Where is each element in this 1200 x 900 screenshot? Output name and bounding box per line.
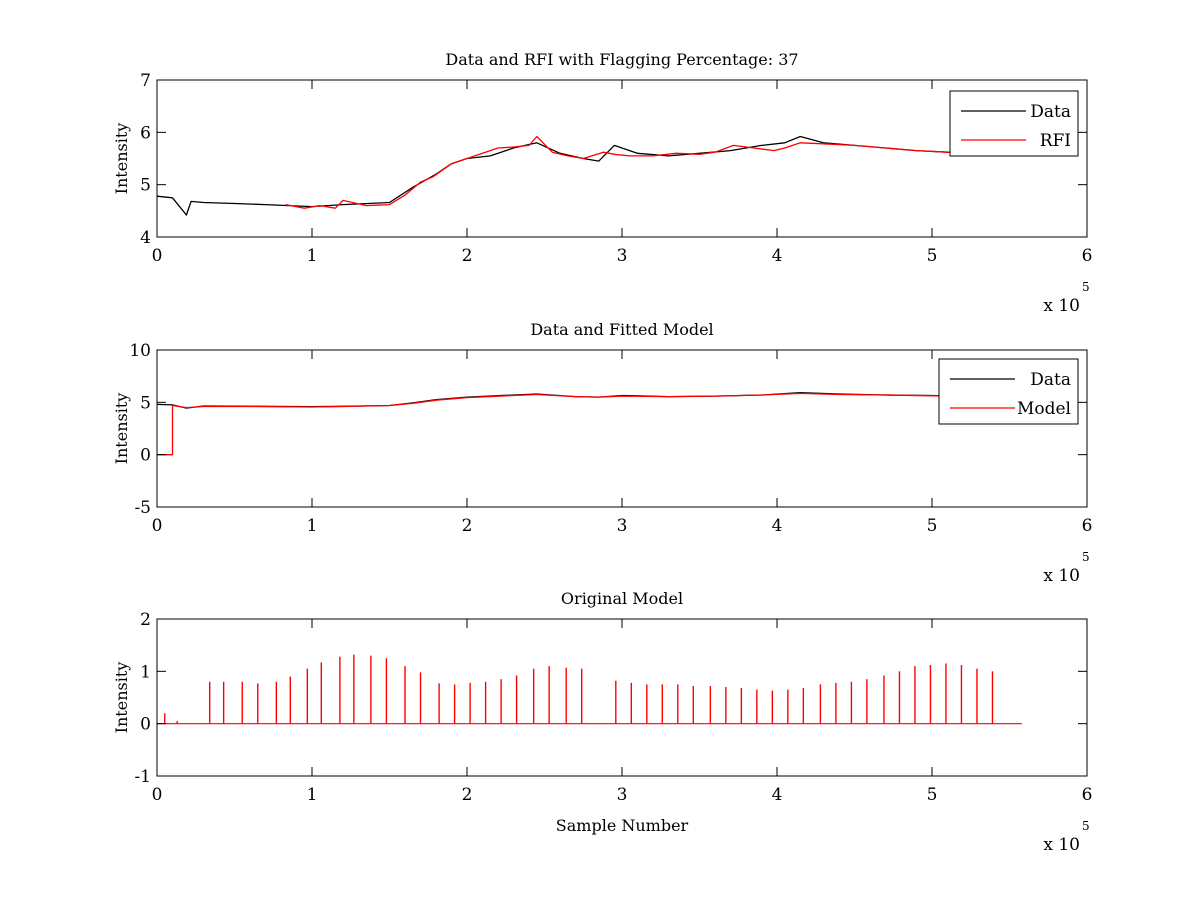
x-tick-label: 0 [152, 246, 163, 266]
plot-area [157, 619, 1087, 776]
y-tick-label: 6 [140, 123, 151, 143]
x-tick-label: 1 [307, 246, 318, 266]
x-tick-label: 3 [617, 246, 628, 266]
x-multiplier-exponent: 5 [1082, 819, 1090, 833]
y-tick-label: 5 [140, 393, 151, 413]
x-axis-label: Sample Number [556, 816, 689, 835]
x-multiplier-exponent: 5 [1082, 280, 1090, 294]
legend-label: Model [1017, 399, 1071, 419]
x-tick-label: 2 [462, 516, 473, 536]
x-tick-label: 4 [772, 785, 783, 805]
series-line-model [157, 392, 1022, 456]
plots: 0 1 2 3 4 5 6 4 5 6 7 Data and RFI with Flagging Pe… [112, 50, 1092, 855]
x-multiplier-label: x 10 [1043, 566, 1080, 586]
x-tick-label: 3 [617, 785, 628, 805]
legend-label: Data [1030, 102, 1071, 122]
y-tick-label: 0 [140, 715, 151, 735]
legend-box [949, 90, 1079, 157]
chart-title: Data and Fitted Model [530, 320, 713, 339]
y-tick-label: -1 [134, 767, 151, 787]
x-tick-label: 4 [772, 516, 783, 536]
legend: Data Model [938, 358, 1079, 425]
plot-area [157, 80, 1087, 237]
subplot-1: 0 1 2 3 4 5 6 4 5 6 7 Data and RFI with Flagging Pe… [112, 50, 1092, 316]
y-tick-label: 7 [140, 71, 151, 91]
x-multiplier-exponent: 5 [1082, 550, 1090, 564]
x-tick-label: 5 [927, 246, 938, 266]
x-tick-label: 3 [617, 516, 628, 536]
y-axis-label: Intensity [112, 123, 131, 195]
legend-label: RFI [1040, 131, 1071, 151]
x-tick-label: 6 [1082, 785, 1093, 805]
x-tick-label: 4 [772, 246, 783, 266]
series-line-rfi [285, 135, 1022, 209]
y-axis-label: Intensity [112, 662, 131, 734]
x-tick-label: 6 [1082, 246, 1093, 266]
y-tick-label: 2 [140, 610, 151, 630]
x-tick-label: 5 [927, 516, 938, 536]
y-axis-label: Intensity [112, 393, 131, 465]
x-tick-label: 0 [152, 516, 163, 536]
y-tick-label: 10 [129, 341, 151, 361]
y-tick-label: 0 [140, 446, 151, 466]
chart-title: Original Model [561, 589, 683, 608]
legend-box [938, 358, 1079, 425]
x-tick-label: 1 [307, 785, 318, 805]
y-tick-label: 5 [140, 176, 151, 196]
plot-area [157, 350, 1087, 507]
x-tick-label: 0 [152, 785, 163, 805]
chart-title: Data and RFI with Flagging Percentage: 3… [445, 50, 798, 69]
x-multiplier-label: x 10 [1043, 835, 1080, 855]
x-tick-label: 1 [307, 516, 318, 536]
y-tick-label: 4 [140, 228, 151, 248]
x-multiplier-label: x 10 [1043, 296, 1080, 316]
x-tick-label: 2 [462, 785, 473, 805]
y-tick-label: 1 [140, 662, 151, 682]
x-tick-label: 6 [1082, 516, 1093, 536]
y-tick-label: -5 [134, 498, 151, 518]
legend-label: Data [1030, 370, 1071, 390]
legend: Data RFI [949, 90, 1079, 157]
x-tick-label: 5 [927, 785, 938, 805]
x-tick-label: 2 [462, 246, 473, 266]
